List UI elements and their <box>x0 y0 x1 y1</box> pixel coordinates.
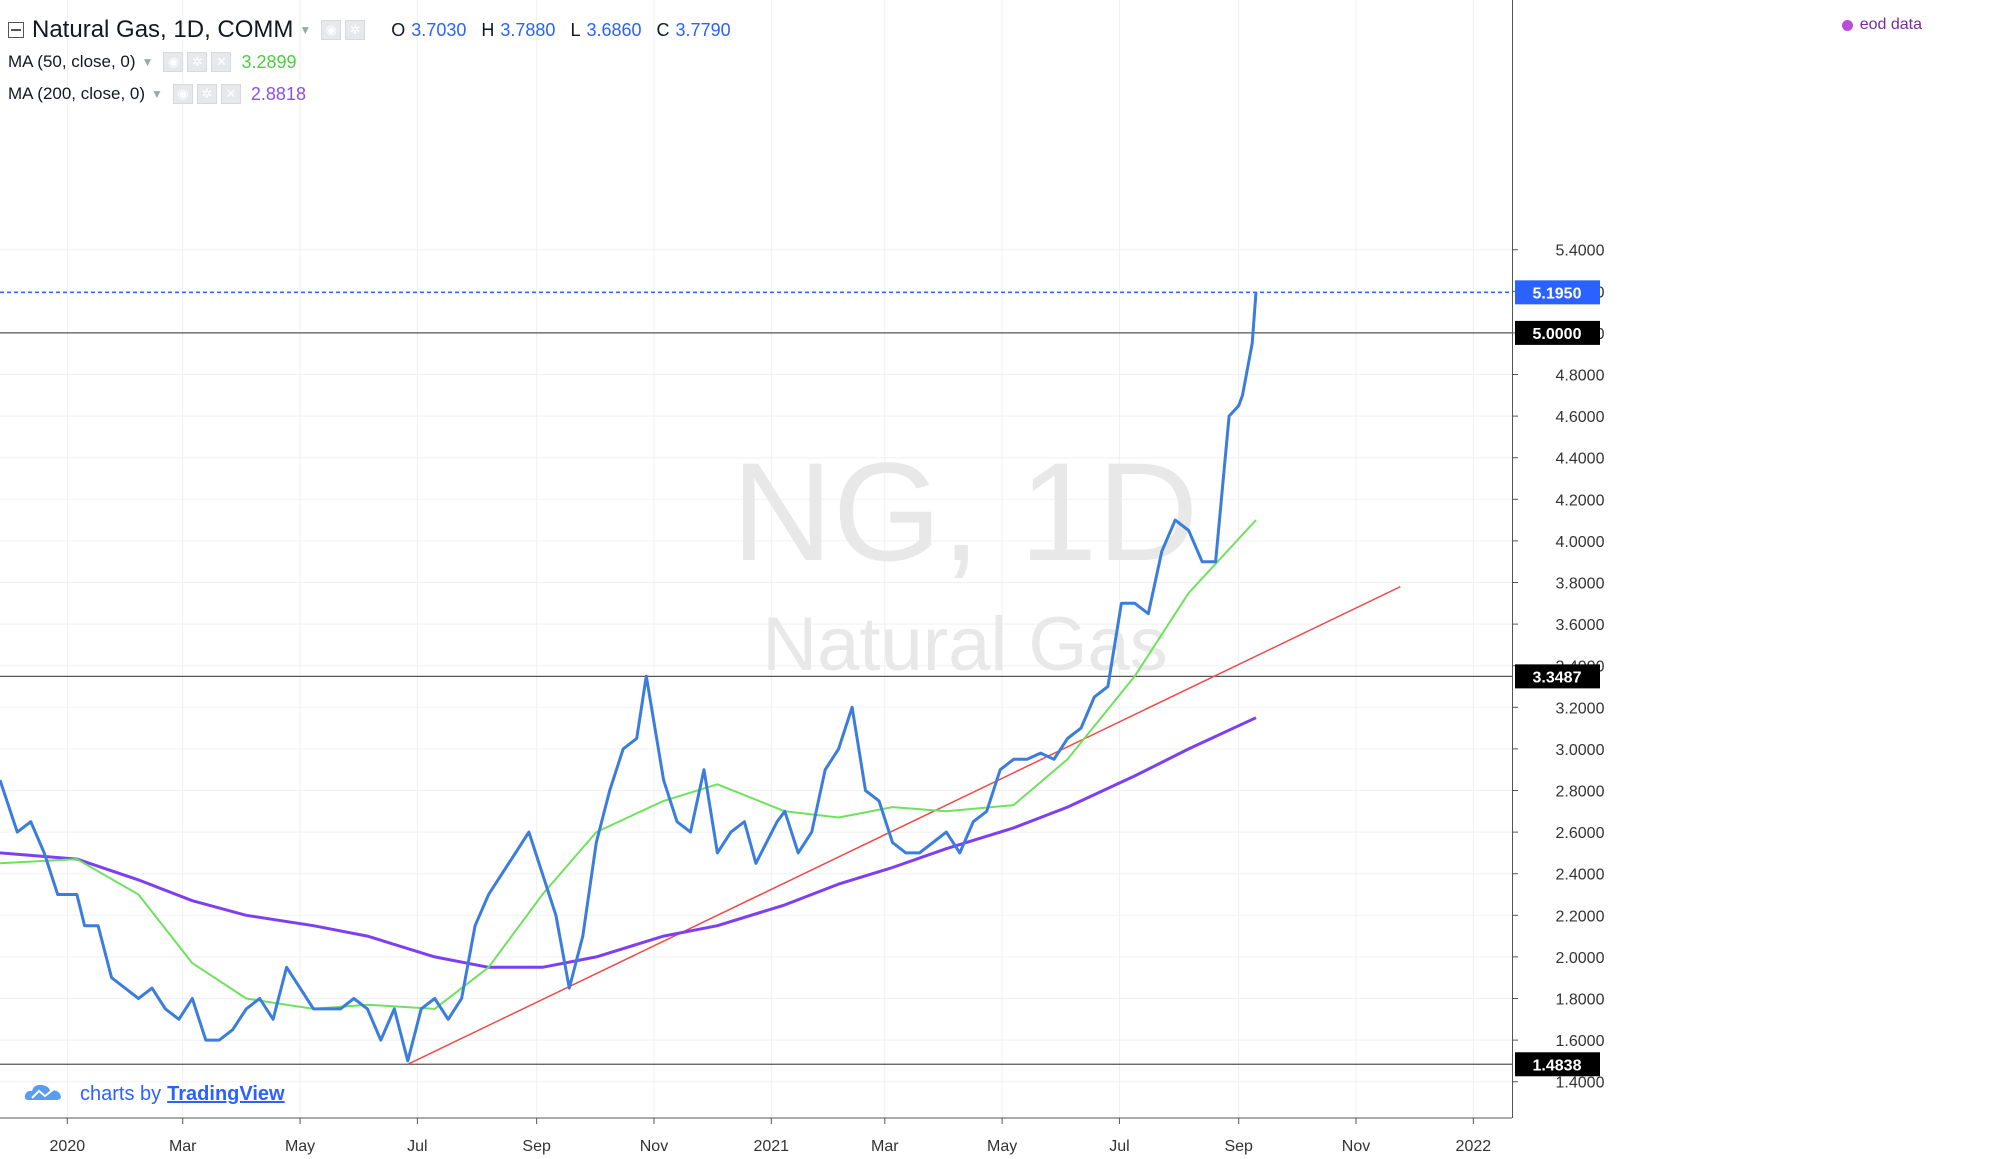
horizontal-levels <box>0 291 1512 1065</box>
ma50-series-line <box>0 519 1257 1010</box>
price-tick-label: 2.8000 <box>1556 784 1605 801</box>
branding-prefix: charts by <box>80 1082 162 1105</box>
price-tick-label: 3.6000 <box>1556 617 1605 634</box>
close-icon[interactable]: ✕ <box>220 84 241 104</box>
ma200-row: MA (200, close, 0) ▼ ◉ ✲ ✕ 2.8818 <box>8 78 731 110</box>
close-icon[interactable]: ✕ <box>211 52 232 72</box>
time-tick-label: Jul <box>1109 1138 1129 1155</box>
price-tag-badge <box>1515 1052 1600 1077</box>
ma50-value: 3.2899 <box>241 51 297 72</box>
chevron-down-icon[interactable]: ▼ <box>151 87 163 101</box>
open-label: O <box>391 19 406 40</box>
price-tick-label: 3.0000 <box>1556 742 1605 759</box>
eye-icon[interactable]: ◉ <box>163 52 184 72</box>
time-tick-label: Mar <box>871 1138 899 1155</box>
ma200-label[interactable]: MA (200, close, 0) <box>8 84 146 103</box>
time-axis[interactable]: 2020 Mar May Jul Sep Nov 2021 Mar May Jul Sep Nov 20… <box>0 1117 1512 1155</box>
watermark-symbol: NG, 1D <box>732 433 1199 590</box>
chevron-down-icon[interactable]: ▼ <box>141 55 154 69</box>
low-label: L <box>570 19 581 40</box>
price-tick-label: 4.4000 <box>1556 451 1605 468</box>
series-lines <box>0 292 1401 1065</box>
watermark-name: Natural Gas <box>762 602 1168 687</box>
price-tag-label: 5.0000 <box>1533 326 1582 343</box>
time-tick-label: Sep <box>1224 1138 1253 1155</box>
time-tick-label: May <box>987 1138 1017 1155</box>
close-value: 3.7790 <box>675 19 731 40</box>
ma50-label[interactable]: MA (50, close, 0) <box>8 52 136 71</box>
ma200-value: 2.8818 <box>250 83 306 104</box>
time-tick-label: 2021 <box>753 1138 789 1155</box>
price-tags: 5.1950 5.0000 3.3487 1.4838 <box>1515 280 1600 1077</box>
price-tick-label: 3.2000 <box>1556 700 1605 717</box>
price-tick-label: 1.4000 <box>1556 1075 1605 1092</box>
price-tag-badge <box>1515 664 1600 689</box>
symbol-row: Natural Gas, 1D, COMM ▼ ◉ ✲ O 3.7030 H 3.78… <box>8 14 731 46</box>
gear-icon[interactable]: ✲ <box>187 52 208 72</box>
collapse-legend-icon[interactable] <box>8 22 24 38</box>
cloud-logo-icon <box>24 1080 64 1108</box>
eod-label: eod data <box>1859 16 1922 33</box>
eod-data-badge: eod data <box>1841 16 1922 34</box>
price-tag-label: 5.1950 <box>1533 285 1582 302</box>
high-label: H <box>481 19 495 40</box>
close-label: C <box>656 19 670 40</box>
grid-lines <box>0 0 1512 1118</box>
ma200-series-line <box>0 716 1257 969</box>
symbol-title[interactable]: Natural Gas, 1D, COMM <box>32 16 294 43</box>
time-tick-label: Nov <box>640 1138 668 1155</box>
price-tick-label: 4.0000 <box>1556 534 1605 551</box>
price-tick-label: 4.2000 <box>1556 492 1605 509</box>
trendline <box>407 586 1401 1065</box>
price-tick-label: 2.6000 <box>1556 825 1605 842</box>
price-tick-label: 4.8000 <box>1556 368 1605 385</box>
price-tick-label: 2.4000 <box>1556 867 1605 884</box>
price-axis[interactable]: 1.4000 1.6000 1.8000 2.0000 2.2000 2.4000 2.60… <box>1512 0 1605 1118</box>
status-dot-icon <box>1841 19 1853 31</box>
eye-icon[interactable]: ◉ <box>321 20 342 40</box>
symbol-watermark: NG, 1D Natural Gas <box>732 433 1199 687</box>
price-tag-badge <box>1515 280 1600 305</box>
gear-icon[interactable]: ✲ <box>345 20 366 40</box>
time-tick-label: Sep <box>522 1138 551 1155</box>
price-tick-label: 1.8000 <box>1556 992 1605 1009</box>
branding[interactable]: charts by TradingView <box>24 1080 285 1108</box>
eye-icon[interactable]: ◉ <box>172 84 193 104</box>
time-tick-label: May <box>285 1138 315 1155</box>
ma50-row: MA (50, close, 0) ▼ ◉ ✲ ✕ 3.2899 <box>8 46 731 78</box>
legend: Natural Gas, 1D, COMM ▼ ◉ ✲ O 3.7030 H 3.78… <box>8 14 731 110</box>
price-tag-badge <box>1515 320 1600 345</box>
price-series-line <box>0 292 1258 1063</box>
price-tick-label: 2.0000 <box>1556 950 1605 967</box>
time-tick-label: Mar <box>169 1138 197 1155</box>
tradingview-link[interactable]: TradingView <box>167 1082 285 1105</box>
price-tick-label: 1.6000 <box>1556 1033 1605 1050</box>
chevron-down-icon[interactable]: ▼ <box>299 23 312 37</box>
time-tick-label: Jul <box>407 1138 427 1155</box>
price-tick-label: 2.2000 <box>1556 908 1605 925</box>
high-value: 3.7880 <box>500 19 556 40</box>
price-tag-label: 3.3487 <box>1533 669 1582 686</box>
price-tag-label: 1.4838 <box>1533 1057 1582 1074</box>
open-value: 3.7030 <box>411 19 467 40</box>
ohlc-values: O 3.7030 H 3.7880 L 3.6860 C 3.7790 <box>381 20 730 41</box>
time-tick-label: 2022 <box>1456 1138 1492 1155</box>
time-tick-label: Nov <box>1342 1138 1370 1155</box>
gear-icon[interactable]: ✲ <box>196 84 217 104</box>
time-tick-label: 2020 <box>50 1138 86 1155</box>
low-value: 3.6860 <box>586 19 642 40</box>
price-tick-label: 3.8000 <box>1556 576 1605 593</box>
price-tick-label: 4.6000 <box>1556 409 1605 426</box>
price-tick-label: 5.4000 <box>1556 243 1605 260</box>
